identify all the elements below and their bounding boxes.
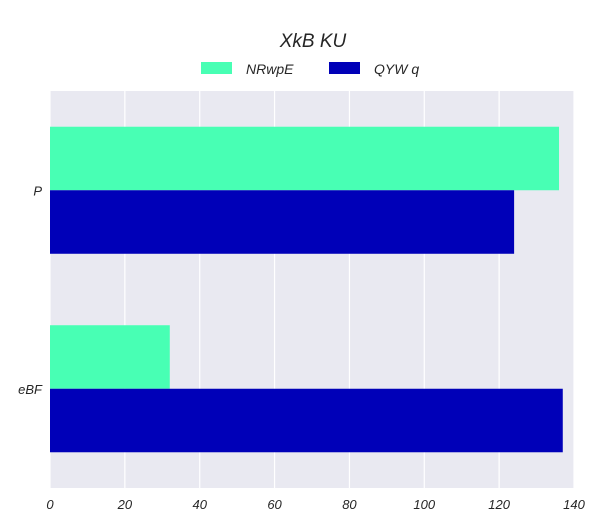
- legend-label-qywq: QYW q: [374, 61, 419, 77]
- x-tick-label: 100: [413, 497, 435, 512]
- x-tick-labels: 0 20 40 60 80 100 120 140: [46, 497, 585, 512]
- x-tick-label: 40: [192, 497, 207, 512]
- legend: NRwpE QYW q: [201, 61, 419, 77]
- y-tick-label: P: [33, 183, 42, 198]
- bar-ebf-0: [50, 325, 170, 389]
- x-tick-label: 80: [342, 497, 357, 512]
- x-tick-label: 60: [267, 497, 282, 512]
- bars: [50, 126, 563, 453]
- x-tick-label: 20: [117, 497, 133, 512]
- x-tick-label: 120: [488, 497, 510, 512]
- legend-label-nrwpe: NRwpE: [246, 61, 294, 77]
- bar-p-1: [50, 190, 515, 254]
- bar-ebf-1: [50, 388, 563, 453]
- legend-swatch-nrwpe: [201, 62, 232, 74]
- bar-p-0: [50, 126, 560, 191]
- legend-swatch-qywq: [329, 62, 360, 74]
- x-tick-label: 0: [46, 497, 54, 512]
- x-tick-label: 140: [563, 497, 585, 512]
- y-tick-label: eBF: [18, 382, 43, 397]
- chart-title: XkB KU: [279, 31, 347, 52]
